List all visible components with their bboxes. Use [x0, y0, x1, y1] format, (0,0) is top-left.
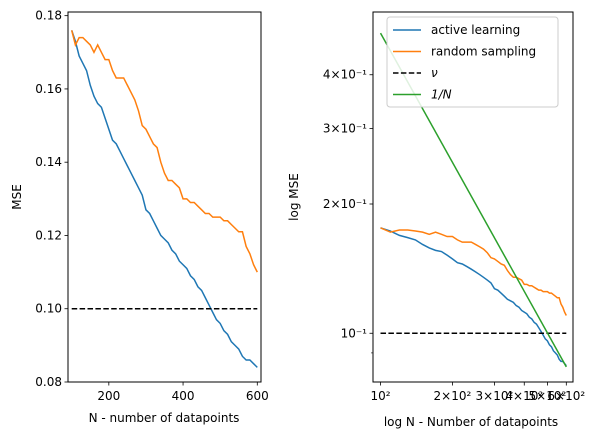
left-y-tick-label: 0.08: [35, 375, 62, 389]
left-y-tick-label: 0.10: [35, 302, 62, 316]
left-x-tick-label: 600: [246, 389, 269, 403]
right-y-tick-label: 10⁻¹: [341, 326, 368, 340]
left-x-tick-label: 200: [97, 389, 120, 403]
left-series-random-sampling: [70, 30, 258, 273]
legend-box: [386, 16, 559, 108]
right-x-tick-label: 3×10²: [476, 389, 514, 403]
left-y-tick-label: 0.14: [35, 155, 62, 169]
left-y-tick-label: 0.16: [35, 82, 62, 96]
right-y-tick-label: 3×10⁻¹: [323, 121, 367, 135]
left-y-axis-label: MSE: [10, 184, 24, 210]
right-y-axis-label: log MSE: [287, 173, 301, 221]
right-y-tick-label: 2×10⁻¹: [323, 197, 367, 211]
left-y-tick-label: 0.18: [35, 9, 62, 23]
right-series-random-sampling: [380, 227, 567, 316]
left-series-active-learning: [70, 30, 258, 368]
right-x-tick-label: 4×10²: [505, 389, 543, 403]
left-chart: 200 400 600 0.08 0.10 0.12 0.14 0.16 0.18 N - nu…: [10, 9, 269, 425]
right-x-axis-label: log N - Number of datapoints: [384, 415, 558, 429]
legend-label: 1/N: [431, 88, 452, 102]
legend: active learning random sampling ν 1/N: [386, 16, 559, 108]
left-y-tick-label: 0.12: [35, 228, 62, 242]
left-x-tick-label: 400: [172, 389, 195, 403]
right-y-tick-label: 4×10⁻¹: [323, 68, 367, 82]
legend-label: random sampling: [431, 45, 536, 59]
right-x-tick-label: 5×10²: [529, 389, 567, 403]
left-axes-frame: [67, 11, 262, 383]
right-x-tick-label: 2×10²: [434, 389, 472, 403]
right-x-tick-label: 6×10²: [547, 389, 585, 403]
left-x-axis-label: N - number of datapoints: [89, 411, 240, 425]
right-series-active-learning: [380, 227, 567, 367]
right-x-tick-label: 10²: [370, 389, 390, 403]
right-axes-frame: [372, 11, 574, 383]
legend-label: active learning: [431, 23, 520, 37]
legend-label: ν: [431, 66, 438, 80]
